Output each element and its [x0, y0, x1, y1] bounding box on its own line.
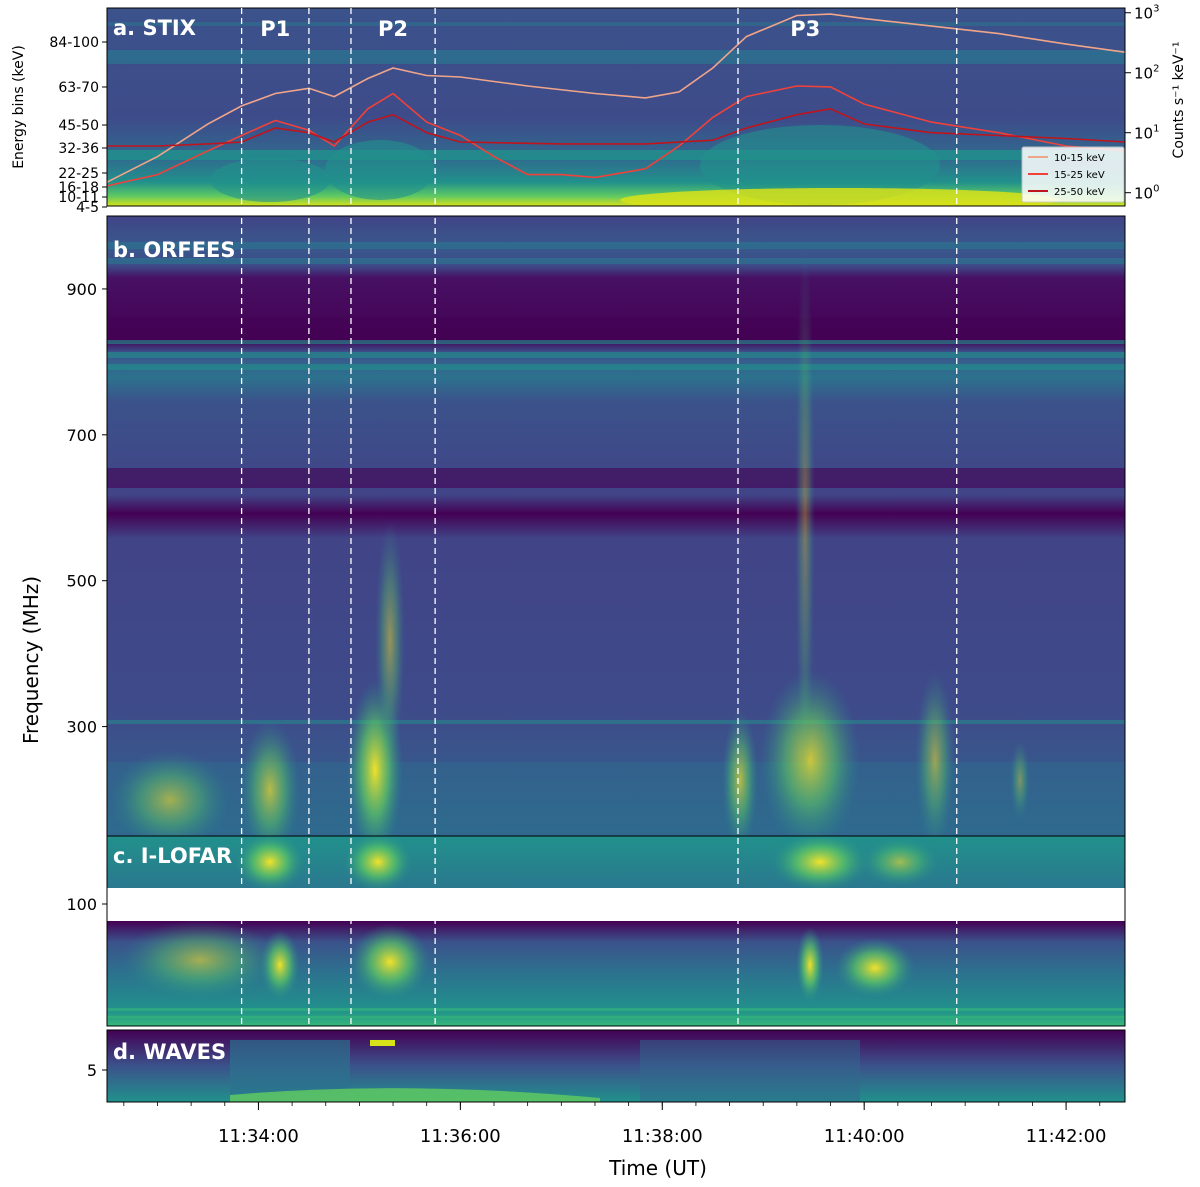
ilofar-data-gap: [107, 888, 1125, 921]
right-y-tick-label: 101: [1134, 124, 1159, 143]
orfees-band: [107, 720, 1125, 724]
energy-tick-label: 45-50: [58, 118, 99, 134]
peak-label: P1: [260, 17, 290, 41]
legend-entry: 25-50 keV: [1054, 187, 1105, 198]
panel-a-stix: 4-510-1116-1822-2532-3645-5063-7084-100 …: [11, 4, 1187, 216]
ilofar-burst: [860, 837, 940, 887]
legend-entry: 15-25 keV: [1054, 170, 1105, 181]
stix-right-ylabel: Counts s⁻¹ keV⁻¹: [1171, 42, 1187, 159]
stix-emission: [210, 158, 330, 202]
energy-tick-label: 16-18: [58, 180, 99, 196]
frequency-tick-label: 700: [66, 426, 97, 445]
panel-label-b: b. ORFEES: [113, 238, 236, 262]
stix-legend: 10-15 keV 15-25 keV 25-50 keV: [1021, 146, 1125, 203]
ilofar-burst: [770, 836, 870, 888]
ilofar-burst: [350, 924, 430, 1000]
panel-label-c: c. I-LOFAR: [113, 844, 232, 868]
orfees-band: [107, 340, 1125, 344]
stix-band: [107, 22, 1125, 26]
frequency-tick-label: 500: [66, 572, 97, 591]
right-y-tick-label: 102: [1134, 64, 1159, 83]
ilofar-burst: [343, 836, 413, 888]
energy-tick-label: 63-70: [58, 80, 99, 96]
frequency-tick-label: 900: [66, 280, 97, 299]
orfees-band: [107, 318, 1125, 336]
ilofar-burst: [835, 938, 915, 998]
orfees-burst: [110, 750, 230, 836]
energy-tick-label: 84-100: [49, 35, 99, 51]
panel-c-ilofar: 100 c. I-LOFAR: [66, 835, 1126, 1027]
right-y-tick-label: 100: [1134, 184, 1159, 203]
orfees-band: [107, 364, 1125, 370]
orfees-burst: [1010, 740, 1030, 820]
orfees-band: [107, 258, 1125, 264]
lightcurve-15-25-keV: [107, 85, 1125, 187]
waves-block: [640, 1040, 860, 1102]
ilofar-burst: [120, 921, 280, 1000]
x-tick-label: 11:38:00: [622, 1126, 703, 1147]
orfees-burst: [795, 240, 815, 800]
waves-drift: [230, 1088, 600, 1102]
time-xlabel: Time (UT): [608, 1156, 707, 1180]
stix-ylabel: Energy bins (keV): [11, 45, 27, 169]
stix-emission: [620, 188, 1060, 206]
peak-label: P3: [790, 17, 820, 41]
lightcurve-10-15-keV: [107, 13, 1125, 183]
right-y-tick-label: 103: [1134, 4, 1159, 23]
frequency-tick-label: 5: [87, 1061, 97, 1080]
energy-tick-label: 32-36: [58, 141, 99, 157]
ilofar-burst: [235, 836, 305, 888]
ilofar-burst: [796, 927, 824, 1003]
ilofar-band: [107, 1016, 1125, 1018]
stix-band: [107, 50, 1125, 64]
orfees-burst: [375, 520, 405, 760]
ilofar-band: [107, 1008, 1125, 1011]
frequency-ylabel: Frequency (MHz): [19, 576, 43, 744]
energy-tick-label: 4-5: [76, 200, 99, 216]
orfees-burst: [240, 720, 300, 836]
peak-label: P2: [378, 17, 408, 41]
x-tick-label: 11:40:00: [824, 1126, 905, 1147]
waves-block: [370, 1040, 395, 1046]
stix-emission: [325, 140, 435, 200]
orfees-burst: [722, 710, 758, 836]
frequency-tick-label: 100: [66, 895, 97, 914]
frequency-tick-label: 300: [66, 718, 97, 737]
energy-tick-label: 10-11: [58, 190, 99, 206]
orfees-band: [107, 242, 1125, 249]
panel-label-a: a. STIX: [113, 16, 196, 40]
ilofar-burst: [260, 930, 300, 1000]
panel-b-orfees: 300 500 700 900 b. ORFEES: [66, 215, 1126, 837]
legend-entry: 10-15 keV: [1054, 153, 1105, 164]
x-tick-label: 11:34:00: [218, 1126, 299, 1147]
lightcurve-25-50-keV: [107, 107, 1125, 147]
x-tick-label: 11:36:00: [420, 1126, 501, 1147]
panel-d-waves: 5 d. WAVES: [87, 1029, 1126, 1103]
stix-band: [107, 150, 1125, 160]
legend-box: [1021, 146, 1125, 203]
stix-emission: [700, 125, 940, 205]
energy-tick-label: 22-25: [58, 166, 99, 182]
orfees-burst: [915, 670, 955, 836]
x-tick-label: 11:42:00: [1026, 1126, 1107, 1147]
panel-label-d: d. WAVES: [113, 1040, 226, 1064]
orfees-band: [107, 468, 1125, 488]
orfees-band: [107, 352, 1125, 358]
